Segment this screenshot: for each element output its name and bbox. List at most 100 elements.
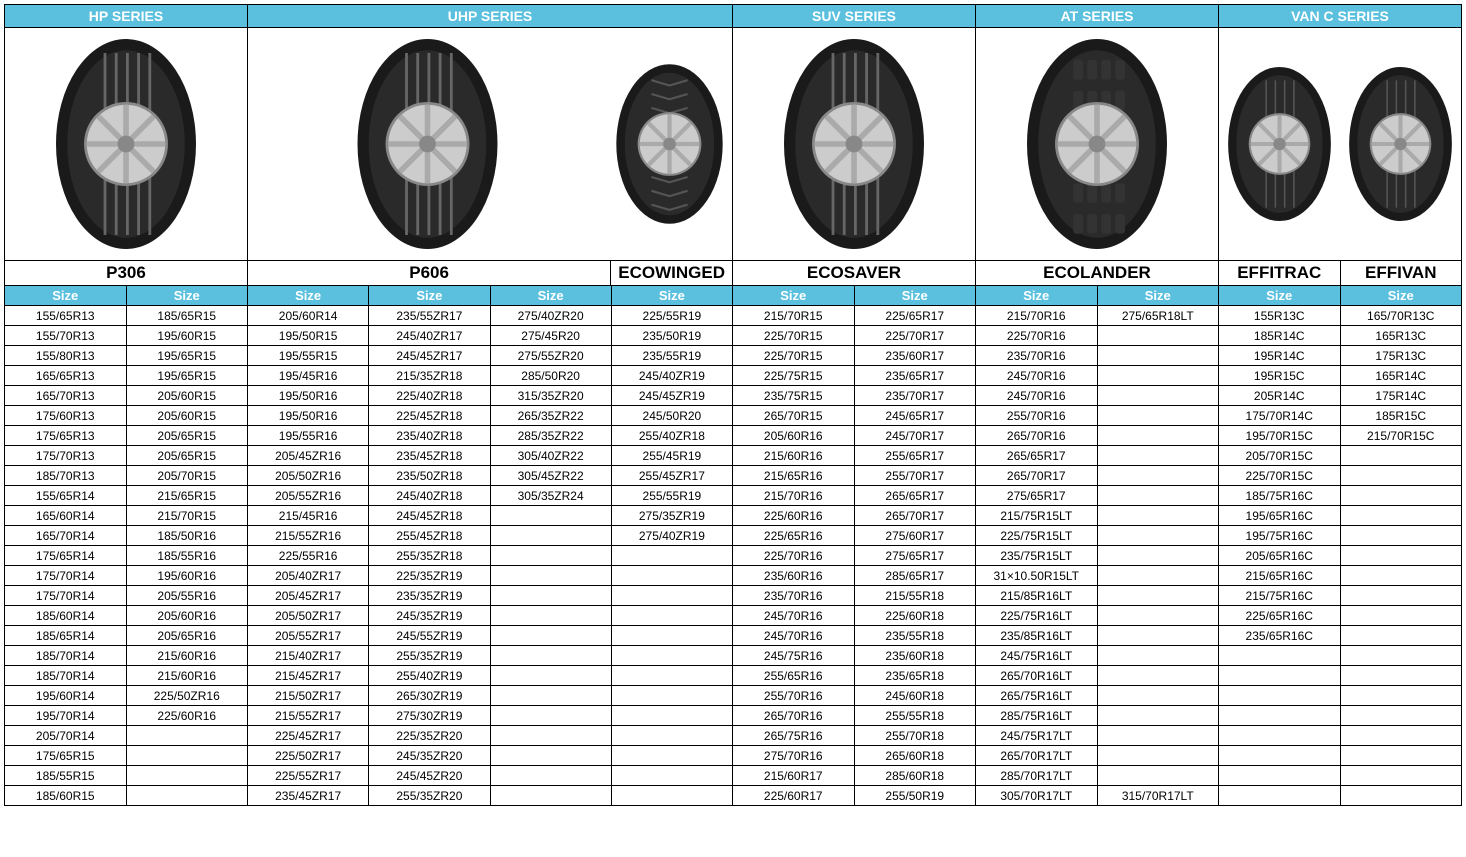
size-cell: 175R14C (1341, 386, 1462, 406)
size-cell: 265/65R17 (855, 486, 976, 506)
model-name: ECOWINGED (611, 261, 732, 285)
size-header: Size (491, 286, 612, 306)
size-cell: 205/60R15 (127, 406, 248, 426)
size-cell (612, 746, 732, 766)
size-cell: 275/40ZR19 (612, 526, 732, 546)
size-cell: 245/35ZR19 (369, 606, 489, 626)
size-cell: 205/55ZR17 (248, 626, 368, 646)
size-cell: 165R14C (1341, 366, 1462, 386)
size-cell: 285/50R20 (491, 366, 611, 386)
size-cell: 215/75R16C (1219, 586, 1340, 606)
size-cell: 215/70R15 (733, 306, 854, 326)
size-cell: 205/55ZR16 (248, 486, 368, 506)
tire-image-row (733, 28, 975, 261)
size-cell (491, 626, 611, 646)
size-cell: 245/50R20 (612, 406, 732, 426)
size-cell (491, 606, 611, 626)
size-cell: 215/70R16 (976, 306, 1097, 326)
size-cell: 225/60R18 (855, 606, 976, 626)
series-group: SUV SERIES ECOSAVERSizeSize215/70R15225/… (732, 4, 975, 806)
size-header: Size (612, 286, 732, 306)
size-cell: 245/65R17 (855, 406, 976, 426)
size-cell (1098, 486, 1219, 506)
size-cell: 205/60R16 (733, 426, 854, 446)
size-cell (1341, 746, 1462, 766)
size-cell: 225/75R15LT (976, 526, 1097, 546)
size-cell: 205/70R14 (5, 726, 126, 746)
size-cell (1219, 666, 1340, 686)
size-cell (1098, 626, 1219, 646)
size-cell (612, 706, 732, 726)
size-cell (1098, 606, 1219, 626)
size-cell: 195/70R14 (5, 706, 126, 726)
size-cell (1098, 346, 1219, 366)
size-cell (1098, 686, 1219, 706)
size-cell (1098, 766, 1219, 786)
size-cell: 255/70R17 (855, 466, 976, 486)
size-cell: 195R14C (1219, 346, 1340, 366)
size-cell: 235/40ZR18 (369, 426, 489, 446)
size-cell: 305/35ZR24 (491, 486, 611, 506)
model-name: ECOLANDER (976, 261, 1218, 285)
size-cell: 245/35ZR20 (369, 746, 489, 766)
size-cell (491, 666, 611, 686)
size-cell: 195/65R16C (1219, 506, 1340, 526)
size-cell (1098, 506, 1219, 526)
size-cell: 255/65R16 (733, 666, 854, 686)
size-cell: 165/70R13C (1341, 306, 1462, 326)
size-header: Size (369, 286, 490, 306)
size-cell (612, 666, 732, 686)
size-column: 225/55R19235/50R19235/55R19245/40ZR19245… (612, 306, 732, 806)
size-cell: 245/70R16 (976, 386, 1097, 406)
size-cell: 215/60R16 (733, 446, 854, 466)
size-cell (491, 546, 611, 566)
size-cell: 195/70R15C (1219, 426, 1340, 446)
size-cell: 205/65R16 (127, 626, 248, 646)
size-header-row: SizeSize (733, 286, 975, 306)
data-columns: 215/70R16225/70R16235/70R16245/70R16245/… (976, 306, 1218, 806)
size-cell: 175/65R15 (5, 746, 126, 766)
size-cell: 175/60R13 (5, 406, 126, 426)
size-cell: 205/55R16 (127, 586, 248, 606)
model-name: EFFITRAC (1219, 261, 1341, 285)
size-cell: 265/70R16 (733, 706, 854, 726)
size-cell: 225/75R16LT (976, 606, 1097, 626)
size-cell: 215/75R15LT (976, 506, 1097, 526)
size-cell: 275/70R16 (733, 746, 854, 766)
size-cell: 225/40ZR18 (369, 386, 489, 406)
size-cell: 165/60R14 (5, 506, 126, 526)
size-cell (1341, 446, 1462, 466)
size-cell (1341, 626, 1462, 646)
size-cell (491, 586, 611, 606)
size-cell: 285/35ZR22 (491, 426, 611, 446)
size-cell: 215/70R15C (1341, 426, 1462, 446)
size-cell: 215/55ZR17 (248, 706, 368, 726)
size-cell: 225/45ZR18 (369, 406, 489, 426)
size-cell (1219, 646, 1340, 666)
size-cell (1219, 766, 1340, 786)
size-cell: 225/60R16 (127, 706, 248, 726)
size-header-row: SizeSize (1219, 286, 1461, 306)
size-cell: 185/70R13 (5, 466, 126, 486)
series-group: AT SERIES ECOLANDERSizeSize215/70R16225/… (975, 4, 1218, 806)
size-cell: 245/75R16LT (976, 646, 1097, 666)
size-column: 155R13C185R14C195R14C195R15C205R14C175/7… (1219, 306, 1341, 806)
size-cell: 215/55R18 (855, 586, 976, 606)
series-group: UHP SERIES P606ECOWINGEDSizeSizeSizeSize… (247, 4, 732, 806)
size-cell (491, 706, 611, 726)
size-cell (1098, 466, 1219, 486)
size-cell (1098, 526, 1219, 546)
size-cell (612, 606, 732, 626)
series-group: VAN C SERIES EFFITRACEFFIVANSizeSize155R… (1218, 4, 1462, 806)
size-cell: 195/50R16 (248, 386, 368, 406)
size-cell: 235/50R19 (612, 326, 732, 346)
size-cell: 225/45ZR17 (248, 726, 368, 746)
size-cell: 255/45ZR18 (369, 526, 489, 546)
tire-image-row (248, 28, 732, 261)
size-cell (1098, 706, 1219, 726)
tire-image-row (1219, 28, 1461, 261)
size-cell: 235/55ZR17 (369, 306, 489, 326)
size-cell: 275/45R20 (491, 326, 611, 346)
tire-image (733, 28, 975, 260)
size-cell (491, 766, 611, 786)
